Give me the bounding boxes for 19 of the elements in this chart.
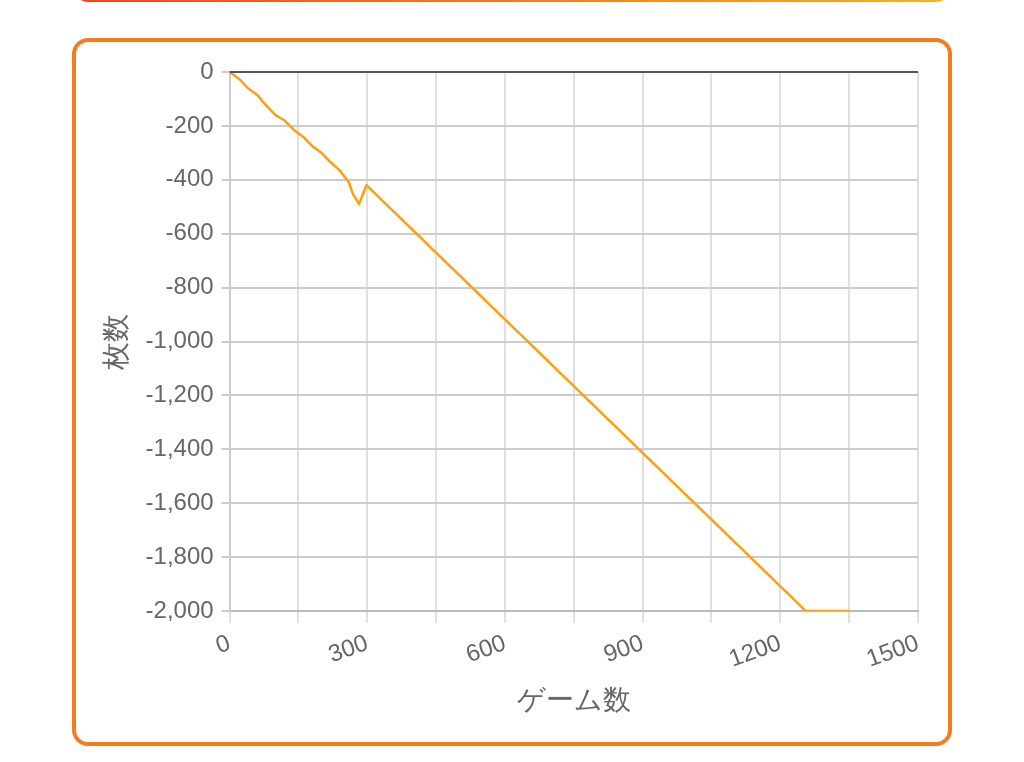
x-tick-label: 1500 <box>862 628 922 672</box>
y-tick-label: -800 <box>165 272 214 300</box>
x-tick-label: 600 <box>462 628 509 668</box>
x-tick-label: 0 <box>211 628 234 659</box>
x-tick-label: 1200 <box>724 628 785 672</box>
y-tick-label: -1,400 <box>145 433 214 461</box>
y-tick-label: 0 <box>200 56 214 84</box>
y-axis-title: 枚数 <box>99 313 131 371</box>
y-tick-label: -200 <box>165 110 214 138</box>
y-tick-label: -1,200 <box>145 380 214 408</box>
y-tick-label: -2,000 <box>145 595 214 623</box>
x-tick-label: 300 <box>324 628 372 668</box>
y-tick-label: -600 <box>165 218 214 246</box>
y-tick-label: -1,000 <box>145 326 214 354</box>
y-tick-label: -1,800 <box>145 541 214 569</box>
x-axis-title: ゲーム数 <box>516 683 631 715</box>
y-tick-label: -400 <box>165 164 214 192</box>
y-tick-label: -1,600 <box>145 487 214 515</box>
x-tick-label: 900 <box>599 628 647 668</box>
